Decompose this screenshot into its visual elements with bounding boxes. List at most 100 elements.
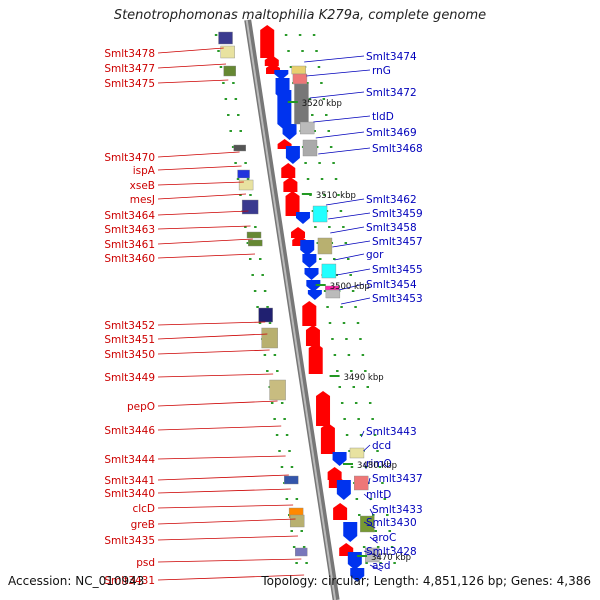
- gene-block: [317, 237, 333, 255]
- track-dot: [283, 418, 286, 420]
- track-dot: [326, 306, 329, 308]
- gene-block: [300, 121, 315, 135]
- right-gene-label: rnG: [372, 65, 391, 77]
- track-dot: [290, 530, 293, 532]
- reverse-arrow: [274, 70, 289, 80]
- track-dot: [246, 242, 250, 244]
- track-dot: [329, 146, 333, 148]
- reverse-arrow: [285, 146, 300, 164]
- track-dot: [268, 322, 272, 324]
- gene-block: [289, 514, 305, 528]
- gene-block: [233, 144, 246, 152]
- gene-block: [291, 65, 306, 75]
- left-label-connector: [157, 193, 247, 200]
- right-label-connector: [341, 297, 371, 305]
- left-gene-label: Smlt3477: [104, 63, 155, 75]
- track-dot: [314, 226, 317, 228]
- gene-block: [321, 263, 337, 279]
- track-dot: [354, 306, 357, 308]
- left-gene-label: Smlt3463: [104, 224, 155, 236]
- track-dot: [339, 210, 343, 212]
- track-dot: [304, 162, 307, 164]
- track-dot: [344, 242, 348, 244]
- track-dot: [313, 130, 316, 132]
- left-label-connector: [157, 47, 224, 54]
- track-dot: [305, 562, 308, 564]
- gene-block: [258, 307, 273, 323]
- left-gene-label: Smlt3444: [104, 454, 155, 466]
- track-dot: [336, 370, 339, 372]
- left-gene-label: Smlt3470: [104, 152, 155, 164]
- gene-block: [312, 205, 328, 223]
- left-gene-label: Smlt3450: [104, 349, 155, 361]
- left-label-connector: [157, 425, 282, 431]
- track-dot: [340, 306, 343, 308]
- left-label-connector: [157, 253, 256, 259]
- track-dot: [236, 178, 240, 180]
- left-label-connector: [157, 574, 305, 581]
- right-label-connector: [332, 240, 371, 248]
- track-dot: [227, 114, 230, 116]
- gene-block: [246, 231, 262, 239]
- right-gene-label: Smlt3457: [372, 236, 423, 248]
- right-gene-label: Smlt3437: [372, 473, 423, 485]
- left-label-connector: [157, 151, 240, 158]
- left-label-connector: [157, 400, 278, 407]
- track-dot: [342, 322, 346, 324]
- track-dot: [355, 498, 359, 500]
- right-gene-label: aroC: [372, 532, 396, 544]
- left-gene-label: Smlt3449: [104, 372, 155, 384]
- right-gene-label: gor: [366, 249, 384, 261]
- gene-block: [241, 199, 259, 215]
- track-dot: [300, 530, 303, 532]
- right-label-connector: [368, 477, 371, 485]
- track-dot: [327, 130, 330, 132]
- left-gene-label: Smlt3464: [104, 210, 155, 222]
- track-dot: [278, 450, 281, 452]
- track-dot: [263, 354, 267, 356]
- track-dot: [328, 226, 331, 228]
- left-gene-label: Smlt3440: [104, 488, 155, 500]
- gene-block: [302, 139, 318, 157]
- track-dot: [246, 178, 250, 180]
- right-gene-label: Smlt3455: [372, 264, 423, 276]
- track-dot: [345, 338, 348, 340]
- track-dot: [308, 98, 312, 100]
- track-dot: [383, 498, 387, 500]
- left-gene-label: Smlt3460: [104, 253, 155, 265]
- left-gene-label: Smlt3451: [104, 334, 155, 346]
- track-dot: [390, 546, 394, 548]
- track-dot: [292, 546, 296, 548]
- track-dot: [275, 434, 279, 436]
- right-gene-label: Smlt3472: [366, 87, 417, 99]
- right-gene-label: Smlt3430: [366, 517, 417, 529]
- right-gene-label: Smlt3468: [372, 143, 423, 155]
- gene-block: [218, 31, 233, 45]
- left-gene-label: psd: [136, 557, 155, 569]
- right-label-connector: [315, 131, 365, 139]
- track-dot: [285, 434, 289, 436]
- forward-arrow: [285, 191, 300, 216]
- track-dot: [273, 354, 277, 356]
- track-dot: [280, 466, 284, 468]
- right-gene-label: mltD: [366, 489, 391, 501]
- right-label-connector: [338, 283, 365, 291]
- track-dot: [261, 274, 264, 276]
- track-dot: [237, 114, 240, 116]
- reverse-arrow: [304, 268, 319, 280]
- left-label-connector: [157, 474, 289, 481]
- track-dot: [350, 370, 353, 372]
- gene-block: [325, 289, 341, 299]
- track-dot: [234, 162, 237, 164]
- right-gene-label: Smlt3453: [372, 293, 423, 305]
- track-dot: [288, 450, 291, 452]
- track-dot: [251, 274, 254, 276]
- track-dot: [302, 546, 306, 548]
- gene-block: [238, 179, 254, 191]
- right-label-connector: [369, 564, 382, 572]
- track-dot: [359, 338, 362, 340]
- track-dot: [361, 354, 365, 356]
- reverse-arrow: [336, 480, 351, 500]
- track-dot: [378, 466, 382, 468]
